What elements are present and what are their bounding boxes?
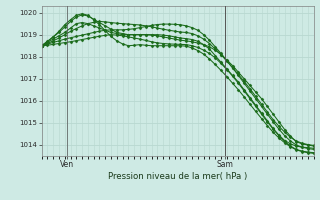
X-axis label: Pression niveau de la mer( hPa ): Pression niveau de la mer( hPa ) [108, 172, 247, 181]
